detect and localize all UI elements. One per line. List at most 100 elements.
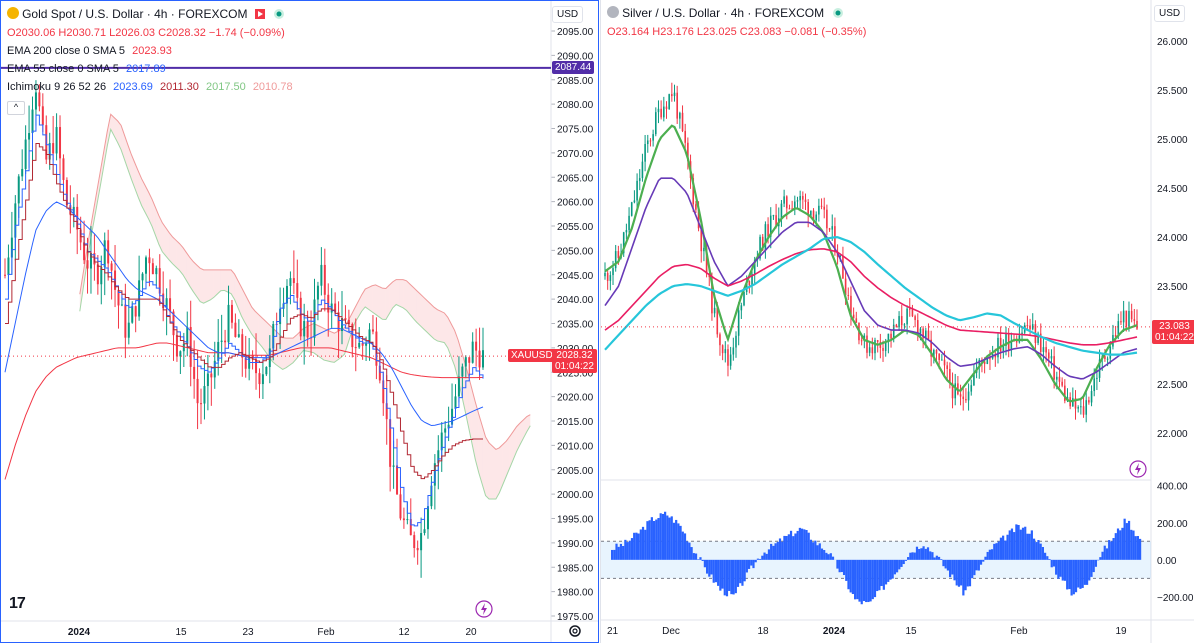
oscillator-bar [657, 518, 660, 560]
oscillator-bar [889, 559, 892, 580]
oscillator-bar [1013, 532, 1016, 560]
ichimoku-cloud-segment [454, 330, 459, 379]
oscillator-bar [1035, 542, 1038, 560]
oscillator-bar [644, 529, 647, 560]
oscillator-bar [626, 542, 629, 560]
oscillator-bar [730, 559, 733, 595]
gold-legend: Gold Spot / U.S. Dollar · 4h · FOREXCOM … [7, 5, 293, 116]
oscillator-bar [686, 541, 689, 560]
gold-candle [124, 304, 127, 338]
gold-candle [217, 341, 220, 361]
oscillator-bar [765, 553, 768, 560]
price-tick-label: 25.000 [1157, 135, 1188, 146]
oscillator-bar [1059, 559, 1062, 577]
silver-candle [1133, 319, 1136, 321]
silver-candle [617, 251, 620, 259]
ema55-legend[interactable]: EMA 55 close 0 SMA 5 2017.89 [7, 60, 293, 78]
price-tick-label: 2010.00 [557, 441, 594, 452]
oscillator-bar [1134, 536, 1137, 560]
silver-candle [906, 308, 908, 325]
gold-chart-canvas[interactable]: 2095.00 2090.00 2085.00 2080.00 2075.00 2070.… [1, 1, 598, 642]
lightning-icon[interactable] [1129, 460, 1147, 478]
oscillator-bar [935, 555, 938, 560]
silver-candle [783, 196, 785, 204]
oscillator-bar [1130, 529, 1133, 560]
silver-candle [1050, 356, 1053, 359]
price-tick-label: 1995.00 [557, 515, 594, 526]
silver-candle [1093, 378, 1096, 392]
silver-currency-button[interactable]: USD [1154, 5, 1186, 22]
silver-candle [860, 340, 863, 342]
oscillator-bar [800, 528, 804, 560]
oscillator-bar [1048, 559, 1051, 560]
silver-candle [1114, 335, 1117, 337]
silver-candle [844, 278, 847, 295]
silver-candle [606, 272, 609, 281]
gold-chart-panel[interactable]: 2095.00 2090.00 2085.00 2080.00 2075.00 2070.… [0, 0, 599, 643]
silver-candle [871, 347, 874, 354]
oscillator-bar [812, 542, 815, 560]
ema200-legend[interactable]: EMA 200 close 0 SMA 5 2023.93 [7, 42, 293, 60]
gold-candle [385, 403, 388, 420]
silver-candle [687, 142, 689, 162]
gold-candle [134, 306, 137, 317]
gold-candle [334, 303, 337, 313]
oscillator-bar [756, 558, 760, 560]
ichimoku-legend[interactable]: Ichimoku 9 26 52 26 2023.69 2011.30 2017… [7, 78, 293, 96]
oscillator-bar [734, 559, 737, 594]
ichimoku-cloud-segment [444, 312, 448, 348]
oscillator-bar [759, 558, 762, 560]
gold-currency-button[interactable]: USD [552, 6, 584, 23]
oscillator-bar [613, 549, 616, 560]
collapse-legend-button[interactable]: ^ [7, 101, 25, 115]
oscillator-bar [1050, 559, 1053, 568]
oscillator-bar [920, 548, 923, 560]
silver-candle [604, 272, 606, 277]
silver-last-price: 23.083 [1159, 321, 1190, 332]
tradingview-logo[interactable]: 17 [9, 595, 26, 612]
lightning-icon[interactable] [475, 600, 493, 618]
ichimoku-cloud-segment [286, 338, 290, 368]
time-tick-label: 23 [242, 627, 254, 638]
oscillator-bar [949, 559, 952, 578]
gold-candle [289, 278, 292, 286]
gold-candle [457, 376, 460, 397]
ichimoku-cloud-segment [155, 207, 159, 245]
ichimoku-cloud-segment [217, 269, 221, 295]
oscillator-bar [633, 532, 636, 560]
oscillator-bar [1090, 559, 1093, 577]
silver-chart-canvas[interactable]: 26.000 25.500 25.000 24.500 24.000 23.500 23.0… [601, 0, 1194, 643]
gold-title[interactable]: Gold Spot / U.S. Dollar · 4h · FOREXCOM [22, 7, 248, 21]
flag-icon[interactable] [254, 9, 265, 19]
gold-candle [323, 264, 326, 295]
silver-title[interactable]: Silver / U.S. Dollar · 4h · FOREXCOM [622, 6, 825, 20]
silver-candle [935, 349, 938, 354]
ichimoku-cloud-segment [406, 280, 410, 315]
gold-candle [86, 260, 89, 269]
gold-candle [361, 342, 364, 346]
gold-candle [237, 334, 240, 337]
ichimoku-cloud-segment [468, 375, 472, 443]
gold-candle [117, 289, 120, 306]
oscillator-bar [732, 559, 735, 595]
silver-candle [834, 226, 836, 253]
gold-candle [437, 450, 440, 464]
silver-candle [705, 247, 708, 274]
silver-candle [1136, 320, 1138, 329]
silver-chart-panel[interactable]: 26.000 25.500 25.000 24.500 24.000 23.500 23.0… [600, 0, 1194, 643]
silver-candle [938, 353, 940, 360]
gold-candle [213, 360, 216, 378]
silver-candle [780, 203, 783, 219]
silver-low: L23.025 [696, 26, 737, 38]
gold-candle [354, 347, 357, 349]
silver-candle [1128, 310, 1130, 327]
ichimoku-cloud-segment [519, 419, 524, 445]
oscillator-bar [995, 543, 998, 560]
gold-candle [337, 312, 340, 332]
settings-gear-icon[interactable] [568, 624, 582, 638]
price-tick-label: 2095.00 [557, 27, 594, 38]
oscillator-bar [1028, 533, 1031, 560]
oscillator-bar [944, 559, 947, 569]
silver-ema-slow-cyan-line [604, 236, 1138, 356]
time-tick-label: Feb [1010, 626, 1028, 637]
